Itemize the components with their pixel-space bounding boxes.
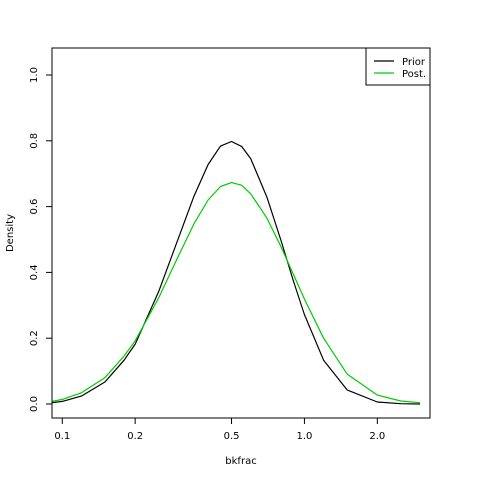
x-axis: 0.1 0.2 0.5 1.0 2.0: [54, 417, 385, 442]
plot-layer: [52, 140, 421, 405]
series-line-prior: [52, 140, 421, 405]
x-tick-label: 2.0: [369, 431, 385, 442]
x-axis-label: bkfrac: [225, 456, 256, 467]
legend-box: [365, 47, 431, 86]
x-tick-label: 1.0: [296, 431, 312, 442]
y-tick-label: 0.8: [29, 133, 40, 149]
y-tick-label: 1.0: [29, 67, 40, 83]
series-line-post: [52, 182, 421, 404]
x-tick-label: 0.1: [54, 431, 70, 442]
y-tick-label: 0.4: [29, 264, 40, 280]
x-tick-label: 0.5: [224, 431, 240, 442]
x-tick-label: 0.2: [127, 431, 143, 442]
y-axis-label: Density: [5, 214, 16, 252]
legend-label: Prior: [402, 57, 426, 68]
y-tick-label: 0.2: [29, 330, 40, 346]
y-tick-label: 0.6: [29, 199, 40, 215]
y-tick-label: 0.0: [29, 396, 40, 412]
y-axis: 0.0 0.2 0.4 0.6 0.8 1.0: [29, 67, 53, 412]
legend-label: Post.: [402, 69, 426, 80]
